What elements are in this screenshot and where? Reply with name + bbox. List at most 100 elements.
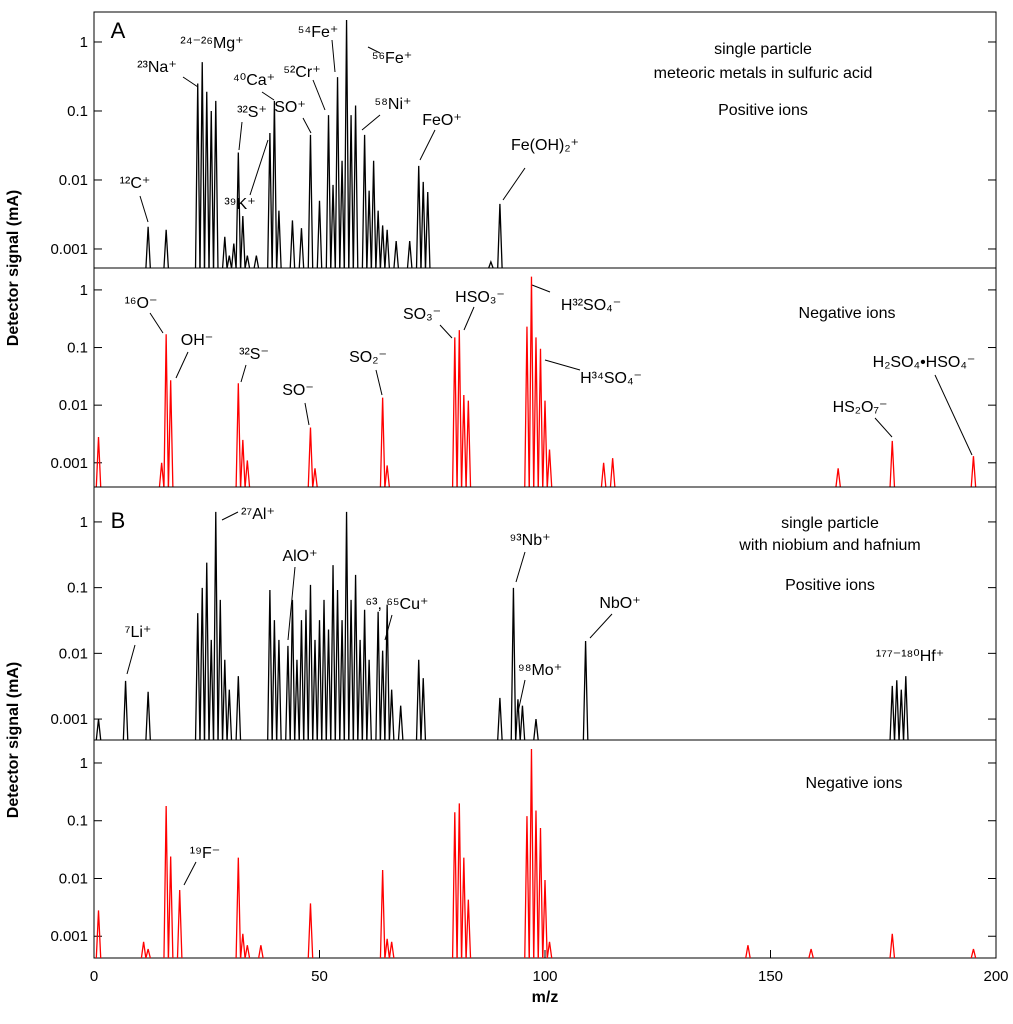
leader-line <box>249 139 269 196</box>
leader-line <box>361 114 381 131</box>
leader-line <box>517 679 526 713</box>
peak-label: ⁵²Cr⁺ <box>283 64 320 81</box>
peak <box>397 705 404 741</box>
y-tick-label: 0.01 <box>59 645 88 662</box>
peak <box>384 604 390 741</box>
peak-label: SO₃⁻ <box>403 306 441 323</box>
peak-label: ⁴⁰Ca⁺ <box>233 72 275 89</box>
peak <box>465 899 472 959</box>
peak <box>235 857 242 959</box>
y-tick-label: 0.1 <box>67 340 88 357</box>
peak <box>122 680 129 741</box>
peak <box>325 115 332 269</box>
peak <box>95 718 102 741</box>
peak <box>289 220 296 269</box>
y-tick-label: 0.01 <box>59 172 88 189</box>
peak-label: SO⁻ <box>282 382 314 399</box>
peak <box>456 803 463 959</box>
peak <box>316 620 323 741</box>
y-tick-label: 0.001 <box>50 711 88 728</box>
peak <box>745 945 751 959</box>
peak <box>285 645 291 741</box>
x-tick-label: 0 <box>90 968 98 985</box>
peak <box>379 650 386 741</box>
peak <box>451 812 458 959</box>
leader-line <box>302 117 312 134</box>
peak <box>519 705 526 741</box>
peak <box>808 948 814 959</box>
peak <box>244 460 251 488</box>
y-tick-label: 0.001 <box>50 241 88 258</box>
y-tick-label: 1 <box>80 514 88 531</box>
peak <box>379 870 386 959</box>
leader-line <box>589 613 613 639</box>
peak <box>451 337 458 488</box>
leader-line <box>375 369 383 396</box>
peak-label: ¹⁶O⁻ <box>125 295 158 312</box>
leader-line <box>139 195 149 223</box>
peak-label: ³⁹K⁺ <box>224 196 255 213</box>
peak <box>357 639 363 741</box>
peak <box>244 255 251 269</box>
peak <box>330 565 336 741</box>
peak <box>208 639 215 741</box>
peak <box>321 599 327 741</box>
peak <box>415 165 422 269</box>
leader-line <box>331 39 336 73</box>
peak-label: ³²S⁻ <box>239 346 269 363</box>
peak <box>546 449 553 488</box>
peak <box>970 456 977 488</box>
peak <box>298 228 305 269</box>
peak-label: Fe(OH)₂⁺ <box>511 137 579 154</box>
peak <box>212 511 219 741</box>
peak <box>343 20 350 269</box>
peak-label: ⁹⁸Mo⁺ <box>518 662 562 679</box>
peak <box>379 397 386 488</box>
peak <box>533 810 539 959</box>
peak <box>194 613 201 741</box>
peak <box>600 462 607 488</box>
peak <box>424 191 431 269</box>
peak <box>95 436 102 488</box>
peak <box>343 511 350 741</box>
peak <box>497 203 503 269</box>
peak <box>902 676 909 741</box>
peak <box>140 941 147 959</box>
leader-line <box>238 121 243 151</box>
peak <box>388 941 395 959</box>
peak <box>893 680 900 741</box>
y-tick-label: 0.1 <box>67 580 88 597</box>
peak-label: HS₂O₇⁻ <box>833 399 888 416</box>
peak-label: ¹⁹F⁻ <box>190 845 220 862</box>
peak <box>379 225 386 269</box>
peak <box>370 160 377 269</box>
leader-line <box>261 91 275 101</box>
peak-label: OH⁻ <box>181 332 213 349</box>
peak <box>267 132 273 269</box>
peak <box>316 200 323 269</box>
x-axis-label: m/z <box>532 989 559 1006</box>
peak <box>889 440 896 488</box>
peak <box>176 890 183 959</box>
peak <box>199 587 206 741</box>
peak <box>307 427 314 488</box>
peak <box>460 857 467 959</box>
y-tick-label: 0.1 <box>67 103 88 120</box>
peak <box>528 276 535 488</box>
leader-line <box>312 79 326 111</box>
peak <box>226 255 233 269</box>
leader-line <box>175 351 189 379</box>
peak <box>609 458 616 488</box>
peak <box>244 945 251 959</box>
peak <box>276 210 282 269</box>
peak-label: ⁵⁴Fe⁺ <box>298 24 339 41</box>
peak <box>339 620 345 741</box>
peak <box>348 599 354 741</box>
peak <box>145 948 151 959</box>
y-tick-label: 0.001 <box>50 455 88 472</box>
peak <box>158 462 165 488</box>
peak-label: AlO⁺ <box>282 548 317 565</box>
peak <box>366 659 372 741</box>
peak <box>582 641 589 741</box>
panel-note: Positive ions <box>785 577 875 594</box>
